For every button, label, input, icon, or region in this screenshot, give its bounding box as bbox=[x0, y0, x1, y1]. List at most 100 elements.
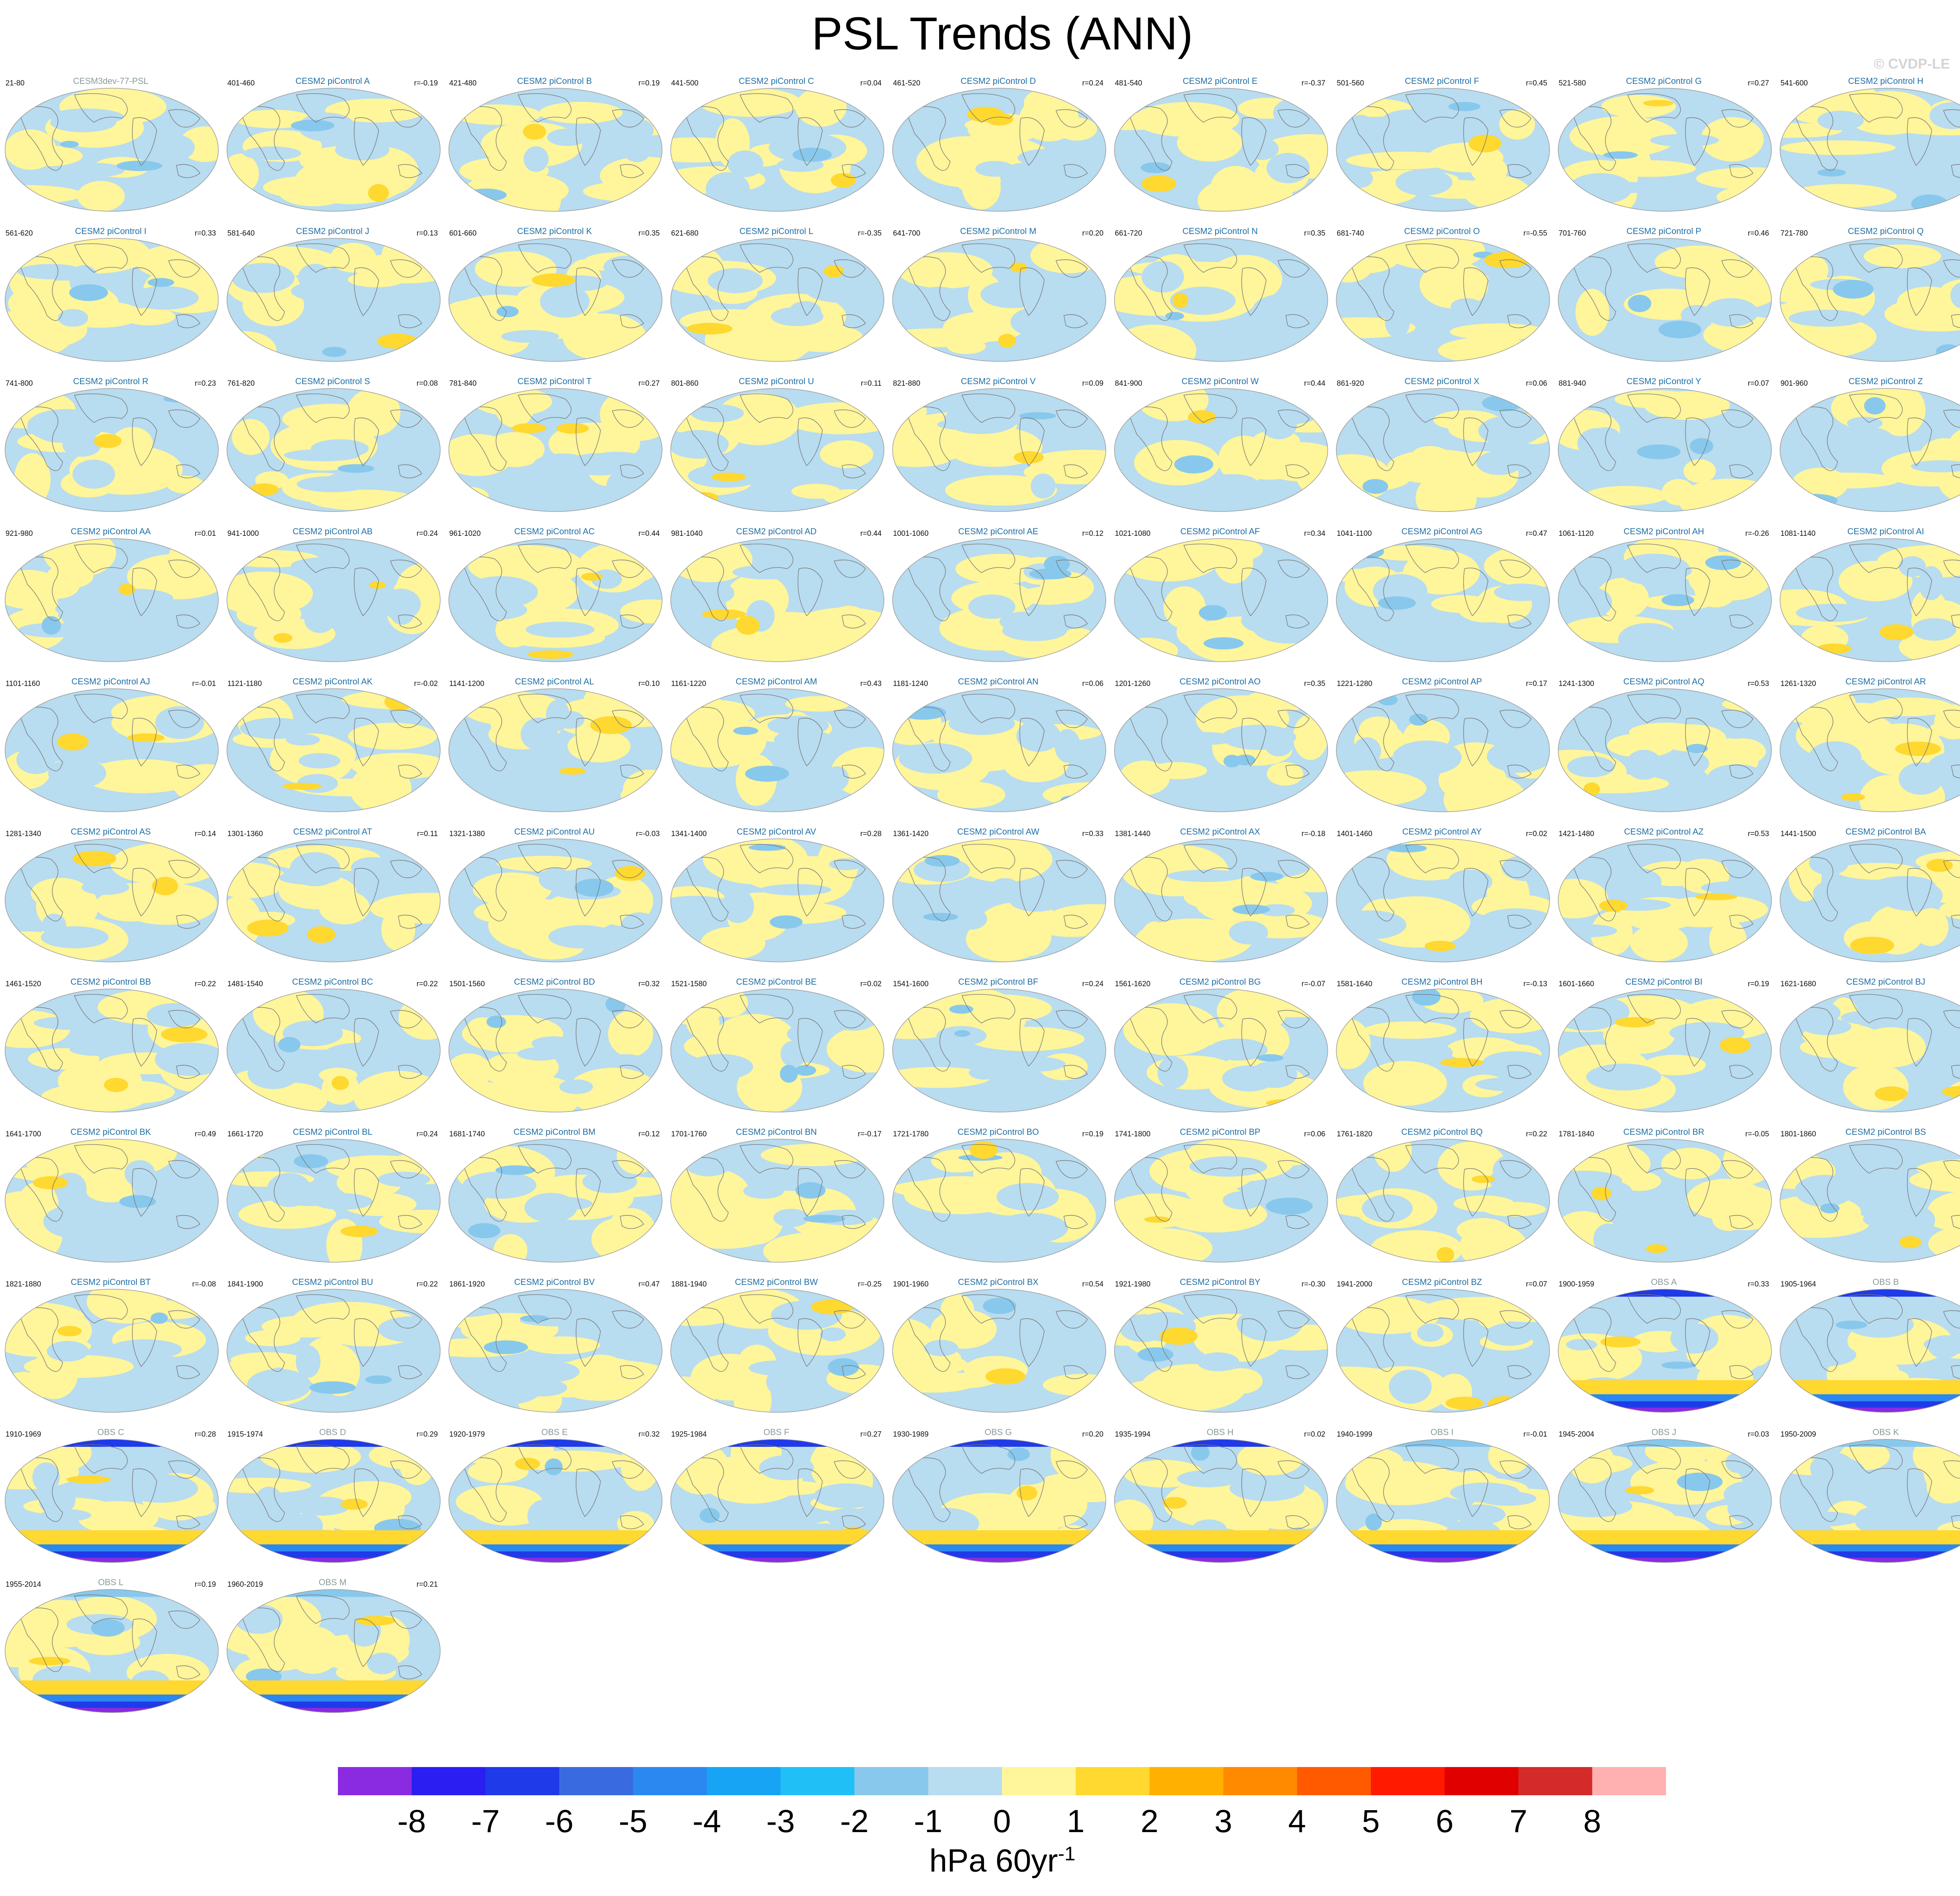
panel-period: 1381-1440 bbox=[1115, 830, 1151, 838]
panel-title: CESM2 piControl BJ bbox=[1846, 977, 1926, 987]
panel-period: 761-820 bbox=[227, 379, 255, 388]
panel-period: 1281-1340 bbox=[5, 830, 41, 838]
panel-title: CESM2 piControl AO bbox=[1180, 677, 1261, 686]
trend-map bbox=[5, 538, 219, 662]
panel-period: 1061-1120 bbox=[1559, 530, 1594, 538]
panel-title: OBS H bbox=[1207, 1427, 1234, 1437]
trend-map bbox=[5, 838, 219, 962]
panel-period: 1321-1380 bbox=[449, 830, 485, 838]
trend-map bbox=[1336, 1139, 1550, 1263]
panel-title: CESM2 piControl K bbox=[517, 226, 592, 236]
trend-map bbox=[670, 1439, 884, 1563]
panel-correlation: r=0.53 bbox=[1748, 830, 1769, 838]
trend-map bbox=[5, 1139, 219, 1263]
trend-map bbox=[1780, 538, 1960, 662]
map-panel: 1001-1060 CESM2 piControl AE r=0.12 bbox=[887, 514, 1109, 665]
panel-period: 501-560 bbox=[1337, 79, 1364, 87]
panel-correlation: r=0.17 bbox=[1526, 680, 1547, 688]
panel-correlation: r=-0.19 bbox=[414, 79, 438, 87]
trend-map bbox=[5, 688, 219, 812]
trend-map bbox=[1780, 838, 1960, 962]
panel-title: CESM2 piControl Z bbox=[1848, 376, 1923, 386]
panel-title: CESM2 piControl AQ bbox=[1623, 677, 1704, 686]
panel-period: 661-720 bbox=[1115, 229, 1142, 238]
panel-correlation: r=-0.17 bbox=[858, 1130, 882, 1138]
map-panel: 1930-1989 OBS G r=0.20 bbox=[887, 1415, 1109, 1566]
panel-period: 721-780 bbox=[1780, 229, 1808, 238]
map-panel: 1361-1420 CESM2 piControl AW r=0.33 bbox=[887, 814, 1109, 965]
credit-label: © CVDP-LE bbox=[1874, 56, 1950, 72]
trend-map bbox=[1336, 1439, 1550, 1563]
colorbar-swatch bbox=[1371, 1767, 1445, 1795]
panel-period: 1481-1540 bbox=[227, 980, 263, 988]
panel-period: 1681-1740 bbox=[449, 1130, 485, 1138]
map-panel: 1341-1400 CESM2 piControl AV r=0.28 bbox=[666, 814, 887, 965]
map-panel: 1121-1180 CESM2 piControl AK r=-0.02 bbox=[222, 664, 443, 815]
trend-map bbox=[1558, 538, 1772, 662]
panel-title: CESM2 piControl T bbox=[517, 376, 592, 386]
map-panel: 741-800 CESM2 piControl R r=0.23 bbox=[0, 364, 221, 515]
panel-correlation: r=0.45 bbox=[1526, 79, 1547, 87]
colorbar bbox=[338, 1767, 1666, 1795]
trend-map bbox=[227, 1139, 441, 1263]
panel-correlation: r=0.07 bbox=[1748, 379, 1769, 388]
panel-correlation: r=0.10 bbox=[638, 680, 660, 688]
colorbar-tick-label: 4 bbox=[1288, 1803, 1306, 1839]
map-panel: 1481-1540 CESM2 piControl BC r=0.22 bbox=[222, 964, 443, 1115]
trend-map bbox=[1780, 1439, 1960, 1563]
map-panel: 821-880 CESM2 piControl V r=0.09 bbox=[887, 364, 1109, 515]
panel-title: CESM2 piControl BQ bbox=[1401, 1127, 1483, 1137]
map-panel: 781-840 CESM2 piControl T r=0.27 bbox=[444, 364, 665, 515]
panel-title: CESM2 piControl BL bbox=[293, 1127, 372, 1137]
panel-correlation: r=0.07 bbox=[1526, 1280, 1547, 1288]
panel-period: 1301-1360 bbox=[227, 830, 263, 838]
panel-title: CESM2 piControl BO bbox=[957, 1127, 1039, 1137]
panel-period: 1861-1920 bbox=[449, 1280, 485, 1288]
trend-map bbox=[448, 989, 662, 1112]
panel-period: 1930-1989 bbox=[893, 1430, 929, 1439]
trend-map bbox=[448, 1289, 662, 1413]
map-panel: 1061-1120 CESM2 piControl AH r=-0.26 bbox=[1553, 514, 1775, 665]
trend-map bbox=[1336, 989, 1550, 1112]
map-panel: 1945-2004 OBS J r=0.03 bbox=[1553, 1415, 1775, 1566]
trend-map bbox=[1114, 1439, 1328, 1563]
panel-correlation: r=0.49 bbox=[194, 1130, 216, 1138]
panel-correlation: r=0.09 bbox=[1082, 379, 1103, 388]
panel-correlation: r=0.29 bbox=[416, 1430, 438, 1439]
trend-map bbox=[5, 1289, 219, 1413]
panel-title: CESM2 piControl BN bbox=[736, 1127, 817, 1137]
panel-title: CESM2 piControl BK bbox=[70, 1127, 151, 1137]
map-panel: 1281-1340 CESM2 piControl AS r=0.14 bbox=[0, 814, 221, 965]
panel-correlation: r=0.08 bbox=[416, 379, 438, 388]
panel-correlation: r=-0.01 bbox=[1523, 1430, 1547, 1439]
panel-period: 821-880 bbox=[893, 379, 920, 388]
panel-correlation: r=0.43 bbox=[860, 680, 882, 688]
map-panel: 1461-1520 CESM2 piControl BB r=0.22 bbox=[0, 964, 221, 1115]
panel-period: 441-500 bbox=[671, 79, 699, 87]
panel-period: 1161-1220 bbox=[671, 680, 706, 688]
map-panel: 1561-1620 CESM2 piControl BG r=-0.07 bbox=[1109, 964, 1331, 1115]
colorbar-swatch bbox=[1445, 1767, 1519, 1795]
colorbar-tick-label: -5 bbox=[619, 1803, 648, 1839]
panel-title: CESM2 piControl AC bbox=[514, 526, 595, 536]
panel-correlation: r=0.24 bbox=[416, 1130, 438, 1138]
panel-correlation: r=0.19 bbox=[638, 79, 660, 87]
panel-period: 1521-1580 bbox=[671, 980, 707, 988]
colorbar-tick-label: 6 bbox=[1436, 1803, 1454, 1839]
trend-map bbox=[1114, 88, 1328, 212]
panel-period: 781-840 bbox=[449, 379, 477, 388]
trend-map bbox=[227, 388, 441, 512]
panel-title: CESM2 piControl BW bbox=[735, 1277, 818, 1287]
panel-correlation: r=0.35 bbox=[1304, 680, 1325, 688]
panel-period: 1581-1640 bbox=[1337, 980, 1372, 988]
map-panel: 841-900 CESM2 piControl W r=0.44 bbox=[1109, 364, 1331, 515]
colorbar-tick-labels: -8 -7 -6 -5 -4 -3 -2 -1 0 1 2 3 4 5 6 7 8 bbox=[0, 1803, 1960, 1842]
panel-period: 621-680 bbox=[671, 229, 699, 238]
colorbar-swatch bbox=[559, 1767, 633, 1795]
panel-title: CESM2 piControl BR bbox=[1623, 1127, 1704, 1137]
panel-title: CESM2 piControl BU bbox=[292, 1277, 373, 1287]
panel-correlation: r=0.54 bbox=[1082, 1280, 1103, 1288]
panel-correlation: r=0.01 bbox=[194, 530, 216, 538]
panel-correlation: r=-0.02 bbox=[414, 680, 438, 688]
panel-title: CESM2 piControl J bbox=[296, 226, 370, 236]
